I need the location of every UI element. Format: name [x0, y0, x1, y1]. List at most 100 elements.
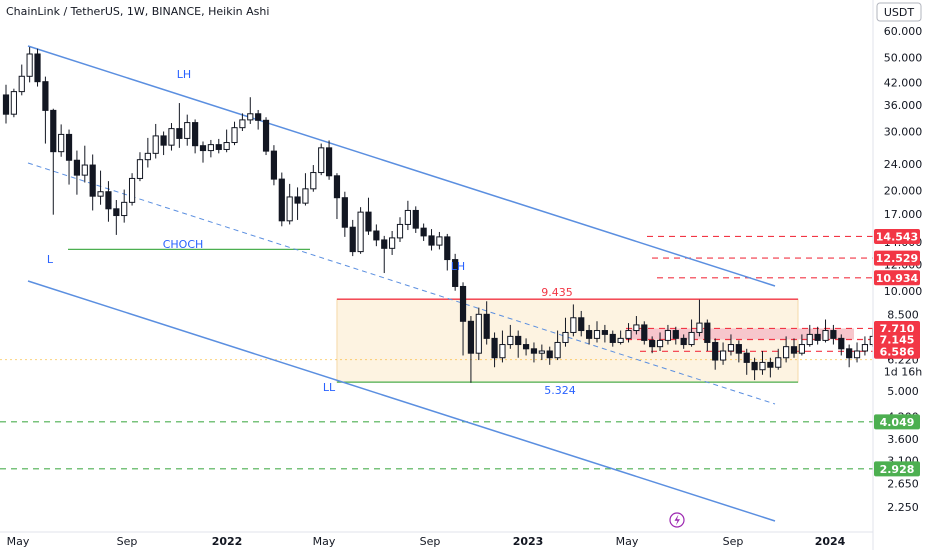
candle — [459, 282, 467, 356]
candle — [199, 141, 207, 163]
time-tick-label: May — [313, 535, 336, 548]
candle — [814, 326, 821, 345]
candle — [830, 324, 837, 345]
svg-text:7.145: 7.145 — [880, 333, 915, 346]
time-tick-label: Sep — [420, 535, 441, 548]
candle — [727, 334, 735, 356]
candle — [515, 330, 522, 358]
price-tag[interactable]: 10.934 — [874, 270, 920, 286]
candle — [294, 187, 301, 220]
candle — [861, 336, 869, 356]
chart-annotation[interactable]: 5.324 — [544, 384, 576, 397]
candle — [743, 348, 750, 375]
resistance-zone[interactable] — [626, 328, 854, 340]
candle — [546, 346, 553, 365]
price-tick-label: 17.000 — [884, 208, 923, 221]
candle — [97, 170, 104, 205]
channel-mid-line[interactable] — [27, 162, 776, 405]
candle — [570, 304, 577, 337]
overlay-layer: LH L CHOCH LH LL 9.435 5.324 — [47, 68, 576, 397]
price-axis-panel[interactable] — [873, 0, 932, 532]
candle — [262, 117, 270, 156]
price-tag[interactable]: 12.529 — [874, 250, 920, 266]
chart-annotation[interactable]: L — [47, 253, 54, 266]
candle — [467, 316, 475, 383]
candle — [152, 123, 159, 159]
price-tick-label: 5.000 — [887, 385, 919, 398]
candle — [617, 330, 624, 345]
candle — [609, 330, 616, 347]
time-axis[interactable]: May Sep 2022 May Sep 2023 May Sep 2024 — [7, 535, 846, 548]
candle — [798, 334, 805, 356]
lightning-icon[interactable] — [669, 512, 685, 528]
time-tick-label: Sep — [117, 535, 138, 548]
candle — [231, 121, 238, 146]
candle — [751, 357, 758, 381]
candle — [389, 231, 396, 255]
price-tick-label: 2.250 — [887, 501, 919, 514]
candle — [846, 344, 853, 368]
candle — [65, 129, 73, 185]
candle — [522, 338, 530, 356]
candle — [302, 173, 309, 206]
candle — [641, 321, 648, 345]
candle — [530, 342, 538, 363]
candle — [105, 181, 112, 222]
price-tick-label: 20.000 — [884, 184, 923, 197]
candle — [680, 334, 687, 349]
price-tag[interactable]: 2.928 — [874, 461, 920, 477]
price-tag[interactable]: 6.586 — [874, 343, 920, 359]
candle — [192, 119, 199, 154]
candle — [436, 231, 443, 250]
candle — [853, 342, 861, 363]
candle-layer — [2, 47, 932, 383]
candle — [767, 357, 774, 378]
candle — [554, 330, 561, 361]
candle — [325, 140, 333, 180]
candle — [128, 173, 136, 206]
svg-text:14.543: 14.543 — [876, 230, 918, 243]
candle — [18, 64, 25, 96]
svg-text:6.586: 6.586 — [880, 345, 915, 358]
price-tag[interactable]: 4.049 — [874, 414, 920, 430]
svg-text:2.928: 2.928 — [880, 463, 915, 476]
chart-annotation[interactable]: LH — [177, 68, 191, 81]
candle — [255, 109, 262, 130]
candle — [136, 152, 144, 182]
chart-annotation[interactable]: 9.435 — [541, 286, 573, 299]
price-tag[interactable]: 7.145 — [874, 331, 920, 347]
time-tick-label: May — [616, 535, 639, 548]
candle — [113, 200, 120, 235]
chart-annotation[interactable]: CHOCH — [163, 238, 204, 251]
candle — [452, 253, 459, 291]
chart-annotation[interactable]: LH — [451, 260, 465, 273]
time-tick-label: May — [7, 535, 30, 548]
candle — [81, 145, 88, 183]
candle — [365, 197, 372, 235]
price-tag[interactable]: 14.543 — [874, 228, 920, 244]
candle — [783, 336, 790, 363]
candle — [160, 131, 167, 156]
candle — [601, 324, 608, 343]
candle — [428, 229, 435, 251]
candle — [404, 200, 411, 231]
candle — [806, 324, 813, 347]
candle — [822, 319, 829, 343]
chart-annotation[interactable]: LL — [323, 381, 336, 394]
candle — [89, 154, 96, 211]
channel-upper-line[interactable] — [27, 45, 776, 287]
candle — [144, 137, 151, 168]
candle — [58, 124, 65, 157]
candle — [176, 103, 183, 148]
candle — [223, 129, 230, 153]
candle — [664, 324, 672, 345]
channel-lower-line[interactable] — [27, 280, 776, 522]
currency-button[interactable] — [876, 2, 922, 22]
candle — [838, 334, 845, 356]
time-tick-label: 2023 — [513, 535, 544, 548]
candle — [790, 338, 798, 358]
price-tick-label: 42.000 — [884, 77, 923, 90]
candle — [34, 48, 41, 87]
